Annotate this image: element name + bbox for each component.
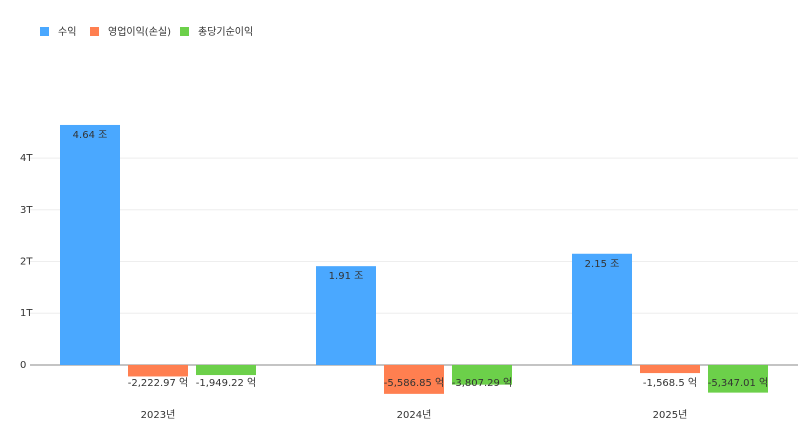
bar [640,364,700,374]
bar [196,364,256,376]
value-label: 1.91 조 [329,271,364,282]
legend-swatch [180,27,189,36]
x-tick-label: 2025년 [653,409,688,421]
value-label: -5,586.85 억 [384,377,445,389]
bar [128,364,188,377]
y-tick-label: 3T [20,205,33,216]
x-tick-label: 2023년 [141,409,176,421]
value-label: 2.15 조 [585,259,620,270]
value-label: -1,949.22 억 [196,377,257,389]
bar [384,364,444,394]
value-label: -2,222.97 억 [128,377,189,389]
bar [316,266,376,365]
value-label: -1,568.5 억 [643,377,697,389]
bar [60,124,120,365]
y-tick-label: 0 [20,360,26,371]
legend-label: 수익 [58,26,76,38]
value-label: 4.64 조 [73,130,108,141]
legend-label: 영업이익(손실) [108,25,171,38]
bar [452,364,512,385]
bar [572,253,632,365]
value-label: -3,807.29 억 [452,377,513,389]
y-tick-label: 2T [20,257,33,268]
value-label: -5,347.01 억 [708,377,769,389]
y-tick-label: 1T [20,308,33,319]
legend-swatch [40,27,49,36]
x-tick-label: 2024년 [397,409,432,421]
bar [708,364,768,393]
legend-swatch [90,27,99,36]
legend-label: 총당기순이익 [198,26,253,38]
y-tick-label: 4T [20,153,33,164]
